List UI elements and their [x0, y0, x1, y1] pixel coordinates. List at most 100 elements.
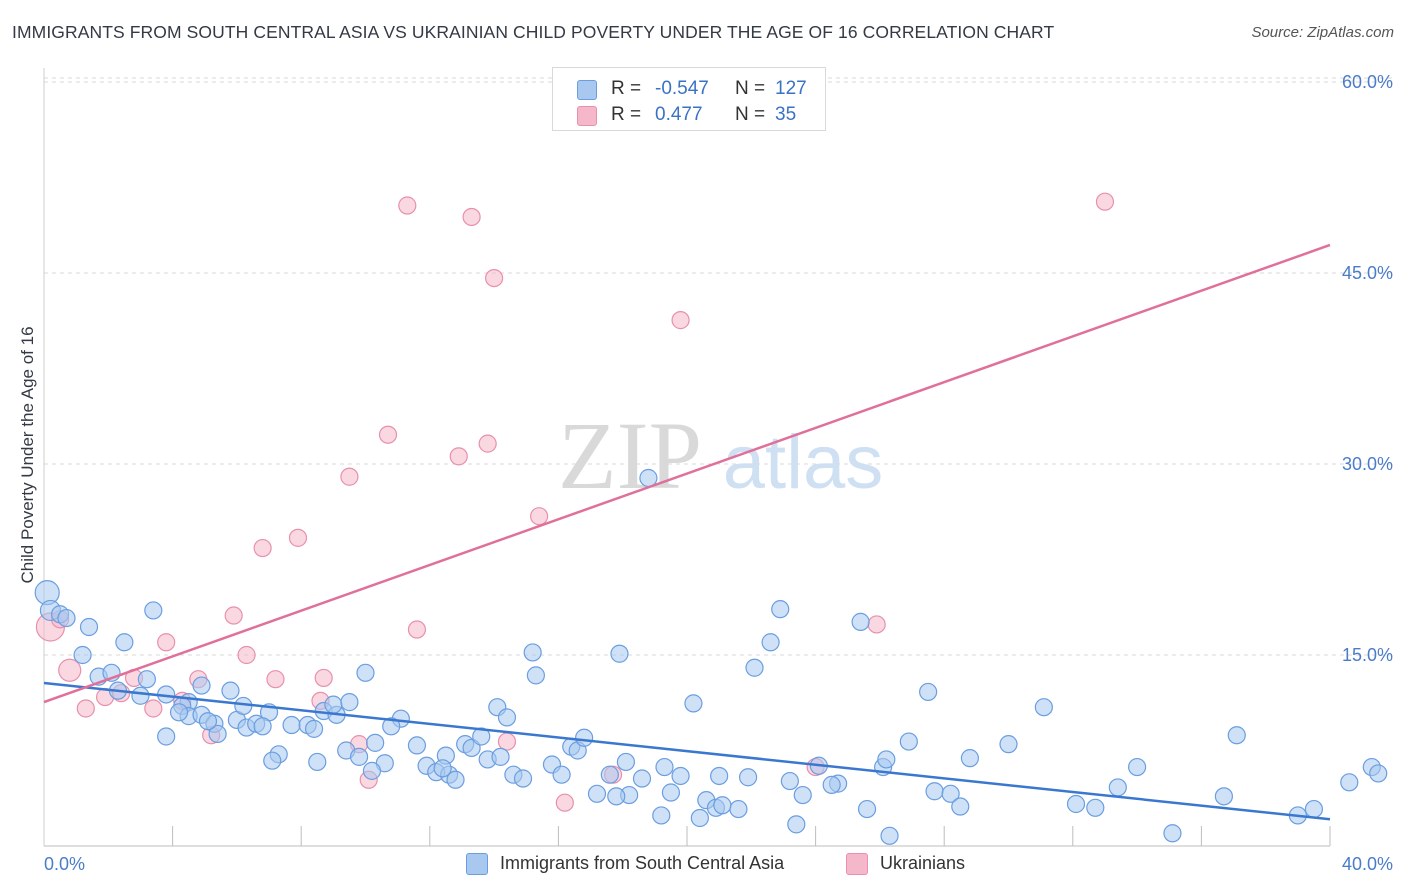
- immigrants-point: [690, 808, 709, 828]
- y-tick-label: 15.0%: [1342, 645, 1393, 665]
- immigrants-point: [137, 670, 156, 689]
- immigrants-point: [115, 633, 134, 652]
- immigrants-point: [253, 717, 272, 736]
- ukrainians-point: [530, 507, 549, 526]
- immigrants-point: [780, 771, 799, 791]
- immigrants-point: [1214, 787, 1234, 806]
- immigrants-point: [919, 682, 938, 702]
- immigrants-point: [157, 727, 176, 746]
- immigrants-point: [513, 769, 533, 788]
- immigrants-point: [263, 751, 282, 770]
- ukrainians-point: [224, 606, 243, 625]
- immigrants-point: [671, 766, 690, 786]
- immigrants-point: [607, 787, 626, 806]
- chart-title: IMMIGRANTS FROM SOUTH CENTRAL ASIA VS UK…: [12, 22, 1055, 42]
- ukrainians-point: [76, 699, 95, 718]
- immigrants-point: [600, 765, 619, 784]
- immigrants-point: [713, 796, 732, 815]
- immigrants-point: [684, 694, 703, 713]
- ukrainians-trend-line: [43, 243, 1331, 704]
- bottom-legend-label-ukrainians: Ukrainians: [880, 853, 966, 873]
- legend-swatch-immigrants: [577, 80, 597, 100]
- watermark-zip: ZIP: [558, 402, 702, 509]
- immigrants-point: [192, 676, 211, 695]
- immigrants-point: [851, 612, 870, 631]
- immigrants-points: [34, 468, 1388, 845]
- y-tick-label: 45.0%: [1342, 263, 1393, 283]
- trend-lines: [43, 243, 1331, 821]
- immigrants-point: [356, 663, 375, 682]
- immigrants-point: [491, 747, 510, 766]
- y-tick-label: 30.0%: [1342, 454, 1393, 474]
- ukrainians-point: [1095, 192, 1115, 211]
- immigrants-point: [208, 724, 227, 744]
- legend-n-label: N =: [735, 78, 766, 99]
- immigrants-point: [616, 752, 636, 772]
- immigrants-point: [382, 717, 401, 736]
- immigrants-point: [523, 643, 542, 662]
- immigrants-point: [433, 759, 452, 778]
- immigrants-point: [144, 601, 163, 620]
- immigrants-point: [169, 703, 189, 722]
- immigrants-point: [552, 765, 571, 784]
- immigrants-point: [960, 749, 980, 768]
- x-tick-label: 0.0%: [44, 854, 85, 874]
- axes: [43, 68, 1331, 847]
- immigrants-point: [472, 727, 491, 746]
- immigrants-point: [198, 712, 218, 731]
- gridlines: [44, 77, 1394, 656]
- ukrainians-point: [157, 633, 176, 652]
- immigrants-point: [1340, 773, 1359, 792]
- immigrants-point: [407, 736, 427, 755]
- ukrainians-point: [398, 196, 417, 215]
- ukrainians-point: [340, 467, 359, 486]
- immigrants-point: [793, 785, 812, 805]
- immigrants-point: [526, 666, 545, 685]
- legend-r-value: 0.477: [655, 104, 703, 125]
- immigrants-point: [587, 784, 607, 803]
- immigrants-point: [999, 735, 1018, 754]
- bottom-legend-swatch-immigrants: [466, 853, 488, 875]
- ukrainians-point: [266, 670, 285, 689]
- immigrants-point: [221, 681, 240, 700]
- immigrants-point: [787, 815, 806, 834]
- immigrants-point: [925, 782, 944, 801]
- ukrainians-point: [449, 447, 468, 466]
- immigrants-point: [1227, 726, 1246, 745]
- immigrants-point: [899, 732, 918, 751]
- bottom-legend-label-immigrants: Immigrants from South Central Asia: [500, 853, 785, 873]
- watermark: ZIP atlas: [558, 402, 883, 509]
- immigrants-point: [951, 797, 970, 816]
- ukrainians-point: [671, 311, 690, 330]
- immigrants-point: [1066, 794, 1086, 814]
- watermark-atlas: atlas: [723, 420, 884, 505]
- ukrainians-point: [407, 620, 427, 639]
- immigrants-point: [880, 826, 899, 845]
- immigrants-point: [324, 695, 343, 714]
- immigrants-point: [73, 645, 92, 665]
- immigrants-trend-line: [43, 681, 1331, 821]
- immigrants-point: [729, 799, 748, 819]
- immigrants-point: [1304, 799, 1324, 819]
- immigrants-point: [304, 719, 324, 738]
- immigrants-point: [131, 686, 150, 705]
- immigrants-point: [771, 600, 790, 619]
- immigrants-point: [710, 766, 729, 786]
- ukrainians-point: [485, 268, 504, 288]
- immigrants-point: [877, 750, 896, 769]
- immigrants-point: [857, 799, 877, 819]
- immigrants-point: [446, 770, 465, 789]
- immigrants-point: [761, 633, 780, 652]
- ukrainians-point: [144, 699, 163, 718]
- legend-n-value: 127: [775, 78, 807, 99]
- ukrainians-point: [497, 732, 517, 751]
- immigrants-point: [661, 783, 681, 802]
- ukrainians-point: [314, 668, 333, 688]
- immigrants-point: [282, 715, 301, 735]
- ukrainians-point: [555, 793, 574, 812]
- immigrants-point: [349, 747, 369, 766]
- legend-swatch-ukrainians: [577, 106, 597, 126]
- ukrainians-point: [478, 434, 497, 453]
- immigrants-point: [340, 693, 359, 712]
- tick-labels: 15.0% 30.0% 45.0% 60.0% 0.0% 40.0%: [44, 72, 1393, 874]
